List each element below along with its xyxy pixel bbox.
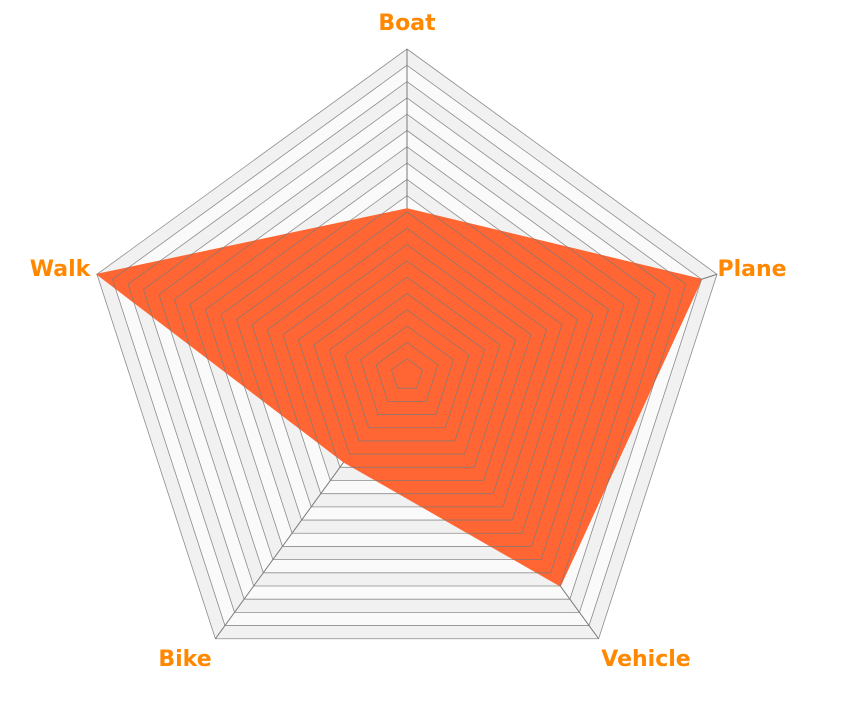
axis-labels: Boat Plane Vehicle Bike Walk <box>30 11 787 672</box>
grid-ring <box>158 113 656 587</box>
series-area <box>95 208 703 587</box>
grid-ring <box>313 276 501 455</box>
grid-ring <box>267 227 547 495</box>
grid-ring <box>360 325 454 415</box>
axis-label-bike: Bike <box>158 647 211 672</box>
axis-label-vehicle: Vehicle <box>601 647 690 672</box>
grid-ring <box>220 178 594 534</box>
grid-ring <box>142 97 672 600</box>
grid-rings <box>96 48 718 640</box>
grid-ring <box>204 162 610 547</box>
grid-ring <box>173 130 641 574</box>
grid-ring <box>282 244 532 481</box>
grid-ring <box>96 48 718 640</box>
axis-label-plane: Plane <box>717 257 786 282</box>
grid-ring <box>251 211 563 508</box>
grid-ring <box>127 81 687 613</box>
grid-ring <box>111 64 703 626</box>
grid-ring <box>375 341 439 402</box>
series-polygon <box>95 208 703 587</box>
grid-ring <box>344 309 470 429</box>
grid-ring <box>329 293 485 442</box>
axis-label-boat: Boat <box>378 11 436 36</box>
grid-ring <box>236 195 578 521</box>
axis-label-walk: Walk <box>30 257 92 282</box>
grid-ring <box>298 260 516 468</box>
grid-ring <box>189 146 625 561</box>
grid-ring <box>391 358 423 389</box>
